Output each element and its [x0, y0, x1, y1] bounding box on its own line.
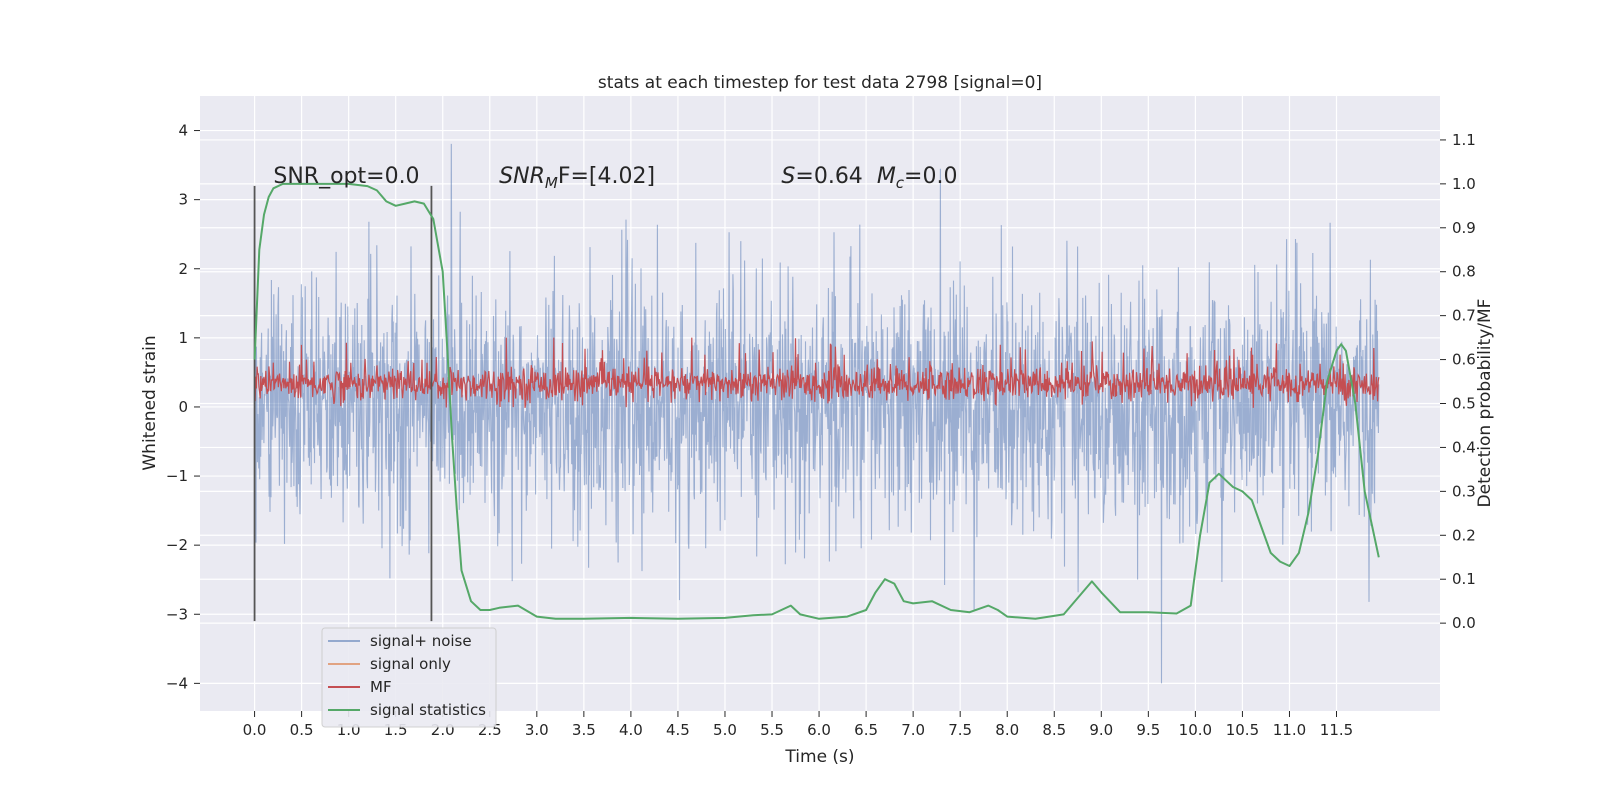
y-left-tick-label-4: 0 — [178, 398, 188, 416]
x-tick-label-8: 4.0 — [619, 721, 643, 739]
y-right-tick-label-4: 0.4 — [1452, 438, 1476, 456]
annotation-m-value: =0.0 — [904, 164, 957, 189]
x-tick-label-10: 5.0 — [713, 721, 737, 739]
annotation-snr-mf-tail: F=[4.02] — [558, 164, 655, 189]
annotation-s-symbol: S — [781, 164, 795, 189]
legend-label-signal-only: signal only — [370, 655, 451, 673]
annotation-snr-mf-base: SNR — [499, 164, 545, 189]
y-left-tick-label-8: 4 — [178, 122, 188, 140]
y-right-tick-label-10: 1.0 — [1452, 175, 1476, 193]
x-tick-label-21: 10.5 — [1226, 721, 1259, 739]
x-tick-label-20: 10.0 — [1179, 721, 1212, 739]
y-left-tick-label-2: −2 — [166, 536, 188, 554]
legend-label-signal-noise: signal+ noise — [370, 632, 472, 650]
x-tick-label-18: 9.0 — [1089, 721, 1113, 739]
y-right-tick-label-8: 0.8 — [1452, 263, 1476, 281]
y-right-tick-label-11: 1.1 — [1452, 131, 1476, 149]
x-tick-label-14: 7.0 — [901, 721, 925, 739]
x-tick-label-9: 4.5 — [666, 721, 690, 739]
line-mf — [254, 337, 1380, 409]
y-left-tick-label-5: 1 — [178, 329, 188, 347]
x-tick-label-13: 6.5 — [854, 721, 878, 739]
line-signal-noise — [254, 143, 1380, 684]
y-left-tick-label-6: 2 — [178, 260, 188, 278]
y-right-tick-label-7: 0.7 — [1452, 307, 1476, 325]
x-tick-label-12: 6.0 — [807, 721, 831, 739]
x-tick-label-6: 3.0 — [525, 721, 549, 739]
y-right-tick-label-5: 0.5 — [1452, 395, 1476, 413]
line-signal-statistics — [253, 182, 1380, 620]
vertical-markers — [253, 185, 433, 622]
y-axis-right-label: Detection probability/MF — [1475, 299, 1495, 508]
x-tick-label-19: 9.5 — [1136, 721, 1160, 739]
annotation-m-sub: c — [896, 174, 905, 192]
series-signal-noise — [254, 143, 1380, 684]
annotations: SNR_opt=0.0 SNRMF=[4.02] S=0.64 Mc=0.0 — [273, 164, 957, 192]
annotation-snr-opt: SNR_opt=0.0 — [273, 164, 419, 189]
x-tick-label-0: 0.0 — [243, 721, 267, 739]
annotation-snr-mf-sub: M — [545, 174, 558, 192]
x-tick-label-17: 8.5 — [1042, 721, 1066, 739]
x-tick-label-16: 8.0 — [995, 721, 1019, 739]
y-axis-left-label: Whitened strain — [140, 335, 160, 470]
x-axis-label: Time (s) — [784, 747, 854, 767]
annotation-s-value: =0.64 — [795, 164, 862, 189]
y-axis-left-ticks: −4 −3 −2 −1 0 1 2 3 4 — [166, 122, 200, 692]
x-tick-label-15: 7.5 — [948, 721, 972, 739]
x-tick-label-23: 11.5 — [1320, 721, 1353, 739]
y-right-tick-label-3: 0.3 — [1452, 482, 1476, 500]
annotation-m-symbol: M — [877, 164, 896, 189]
x-tick-label-22: 11.0 — [1273, 721, 1306, 739]
legend-box — [321, 627, 497, 728]
legend-label-signal-statistics: signal statistics — [370, 701, 486, 719]
y-left-tick-label-3: −1 — [166, 467, 188, 485]
series-signal-statistics — [253, 182, 1380, 620]
series-mf — [254, 337, 1380, 409]
y-left-tick-label-1: −3 — [166, 605, 188, 623]
legend-label-mf: MF — [370, 678, 392, 696]
legend: signal+ noise signal only MF signal stat… — [321, 627, 497, 728]
y-right-tick-label-6: 0.6 — [1452, 351, 1476, 369]
annotation-stat: S=0.64 Mc=0.0 — [781, 164, 957, 192]
x-tick-label-1: 0.5 — [290, 721, 314, 739]
y-axis-right-ticks: 0.0 0.1 0.2 0.3 0.4 0.5 0.6 0.7 0.8 0.9 1.0 1.1 — [1440, 131, 1476, 632]
y-left-tick-label-0: −4 — [166, 674, 188, 692]
y-right-tick-label-9: 0.9 — [1452, 219, 1476, 237]
y-right-tick-label-2: 0.2 — [1452, 526, 1476, 544]
x-tick-label-11: 5.5 — [760, 721, 784, 739]
y-right-tick-label-0: 0.0 — [1452, 614, 1476, 632]
y-left-tick-label-7: 3 — [178, 191, 188, 209]
annotation-snr-mf: SNRMF=[4.02] — [499, 164, 655, 192]
x-tick-label-7: 3.5 — [572, 721, 596, 739]
chart-title: stats at each timestep for test data 279… — [598, 73, 1042, 93]
y-right-tick-label-1: 0.1 — [1452, 570, 1476, 588]
